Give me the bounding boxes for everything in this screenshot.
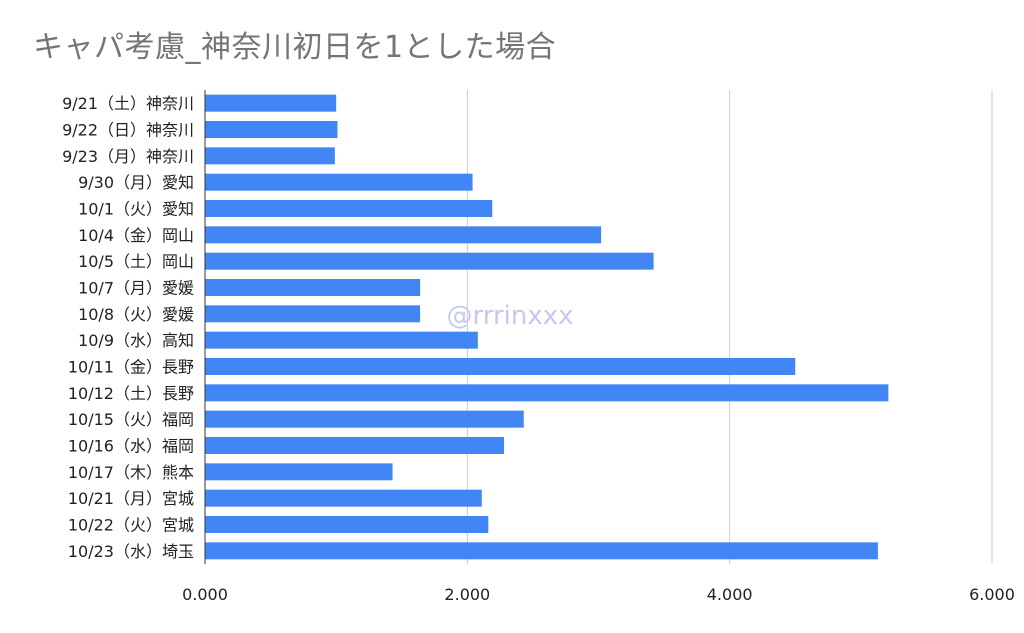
bar bbox=[205, 94, 337, 112]
bar bbox=[205, 252, 654, 270]
bar bbox=[205, 384, 889, 402]
bar bbox=[205, 358, 796, 375]
bar bbox=[205, 463, 393, 481]
bar bbox=[205, 542, 878, 560]
bar bbox=[205, 305, 421, 323]
chart-title: キャパ考慮_神奈川初日を1とした場合 bbox=[33, 30, 557, 65]
bar bbox=[205, 279, 421, 296]
bar bbox=[205, 200, 493, 217]
category-label: 9/22（日）神奈川 bbox=[62, 121, 194, 140]
bar bbox=[205, 516, 489, 533]
gridlines bbox=[466, 90, 993, 564]
category-labels: 9/21（土）神奈川 9/22（日）神奈川 9/23（月）神奈川 9/30（月）愛知 1… bbox=[62, 94, 194, 561]
x-tick-label: 4.000 bbox=[707, 585, 753, 604]
category-label: 10/17（木）熊本 bbox=[68, 463, 194, 482]
bar bbox=[205, 173, 473, 191]
category-label: 10/22（火）宮城 bbox=[68, 516, 194, 535]
bar bbox=[205, 147, 335, 165]
category-label: 10/1（火）愛知 bbox=[78, 200, 194, 219]
category-label: 10/11（金）長野 bbox=[68, 358, 194, 377]
category-label: 9/21（土）神奈川 bbox=[62, 94, 194, 113]
category-label: 10/5（土）岡山 bbox=[78, 252, 194, 271]
category-label: 10/4（金）岡山 bbox=[78, 226, 194, 245]
x-tick-label: 6.000 bbox=[969, 585, 1015, 604]
category-label: 10/8（火）愛媛 bbox=[78, 305, 194, 324]
x-tick-label: 2.000 bbox=[444, 585, 490, 604]
watermark: @rrrinxxx bbox=[446, 301, 573, 331]
bar bbox=[205, 226, 602, 244]
category-label: 9/23（月）神奈川 bbox=[62, 147, 194, 166]
bar bbox=[205, 121, 338, 138]
category-label: 10/16（水）福岡 bbox=[68, 437, 194, 456]
category-label: 10/7（月）愛媛 bbox=[78, 279, 194, 298]
category-label: 10/9（水）高知 bbox=[78, 331, 194, 350]
x-tick-labels: 0.000 2.000 4.000 6.000 bbox=[182, 585, 1015, 604]
x-tick-label: 0.000 bbox=[182, 585, 228, 604]
category-label: 10/15（火）福岡 bbox=[68, 410, 194, 429]
bar bbox=[205, 489, 482, 507]
bar bbox=[205, 410, 524, 428]
bar bbox=[205, 331, 478, 349]
bar bbox=[205, 437, 505, 454]
category-label: 10/12（土）長野 bbox=[68, 384, 194, 403]
category-label: 9/30（月）愛知 bbox=[78, 173, 194, 192]
category-label: 10/21（月）宮城 bbox=[68, 489, 194, 508]
category-label: 10/23（水）埼玉 bbox=[68, 542, 194, 561]
bars bbox=[205, 94, 889, 560]
